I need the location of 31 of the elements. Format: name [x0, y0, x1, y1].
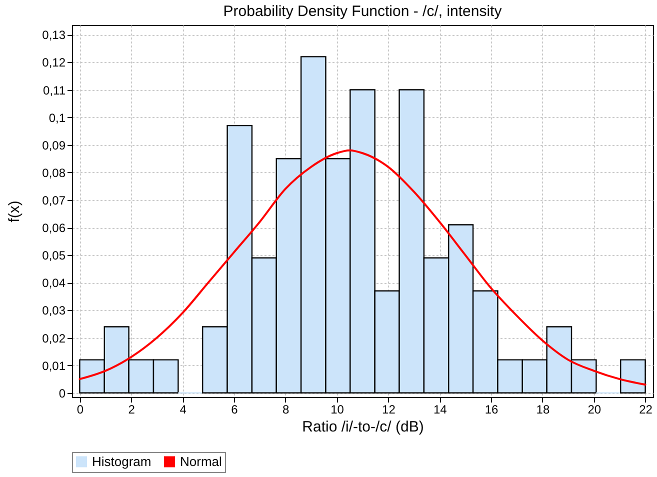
x-tick-label: 12 — [382, 402, 396, 416]
y-tick-label: 0,13 — [42, 28, 66, 42]
y-tick-label: 0,04 — [42, 276, 66, 290]
y-tick-label: 0,1 — [48, 110, 66, 125]
x-tick-label: 22 — [639, 402, 653, 416]
x-tick-label: 4 — [180, 402, 187, 416]
x-tick-label: 10 — [330, 402, 344, 416]
y-tick-label: 0,11 — [43, 83, 66, 98]
y-tick-label: 0,12 — [42, 56, 66, 70]
y-tick-label: 0,07 — [42, 193, 66, 208]
x-tick-label: 14 — [433, 402, 448, 416]
legend-label: Histogram — [92, 454, 152, 469]
y-tick-label: 0,02 — [42, 331, 66, 346]
x-axis-title: Ratio /i/-to-/c/ (dB) — [302, 418, 424, 436]
x-tick-label: 2 — [128, 402, 136, 416]
y-tick-label: 0,09 — [42, 138, 66, 152]
chart-title: Probability Density Function - /c/, intensity — [223, 3, 502, 20]
y-axis-title: f(x) — [6, 200, 24, 222]
y-tick-label: 0,03 — [42, 304, 66, 318]
x-tick-label: 8 — [282, 402, 290, 416]
x-tick-label: 0 — [76, 402, 84, 416]
y-tick-label: 0 — [58, 386, 66, 400]
legend-label: Normal — [180, 454, 222, 469]
y-tick-label: 0,01 — [42, 358, 66, 373]
x-tick-label: 16 — [484, 402, 499, 416]
y-tick-label: 0,06 — [42, 221, 66, 236]
x-tick-label: 20 — [588, 402, 602, 416]
y-tick-label: 0,08 — [42, 166, 66, 180]
x-tick-label: 6 — [231, 402, 238, 416]
y-tick-label: 0,05 — [42, 248, 66, 263]
x-tick-label: 18 — [536, 402, 550, 416]
